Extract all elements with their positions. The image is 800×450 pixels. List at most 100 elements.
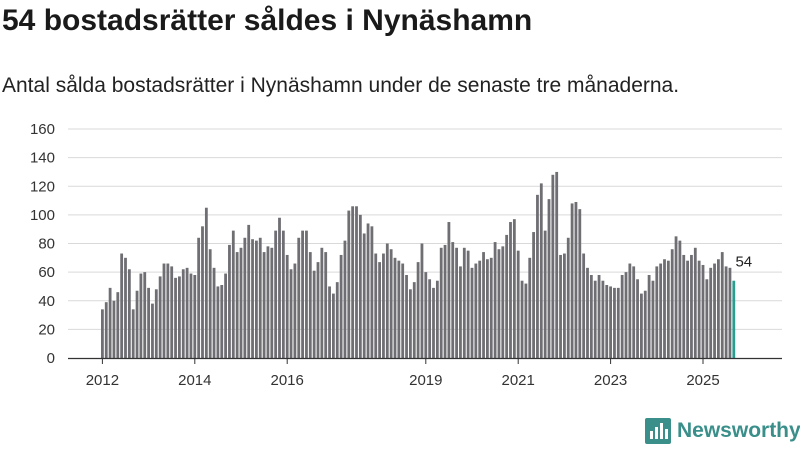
bar bbox=[624, 272, 628, 358]
y-tick-label: 160 bbox=[30, 121, 55, 138]
bar bbox=[547, 199, 551, 358]
bar bbox=[551, 174, 555, 358]
bar bbox=[143, 272, 147, 358]
bar bbox=[193, 274, 197, 358]
bar bbox=[643, 290, 647, 358]
bar bbox=[720, 252, 724, 358]
bar bbox=[439, 247, 443, 358]
bar bbox=[462, 247, 466, 358]
bar bbox=[613, 287, 616, 358]
bar bbox=[512, 219, 516, 358]
bar bbox=[247, 224, 251, 358]
bar bbox=[601, 280, 605, 358]
bar bbox=[301, 230, 304, 358]
bar bbox=[297, 237, 301, 358]
bar bbox=[582, 253, 586, 358]
bar bbox=[451, 242, 455, 358]
y-tick-label: 0 bbox=[47, 350, 55, 367]
bar bbox=[459, 266, 462, 358]
bar bbox=[563, 253, 566, 358]
bar-latest bbox=[732, 280, 736, 358]
bar bbox=[204, 207, 208, 358]
bar bbox=[382, 253, 385, 358]
bar bbox=[201, 226, 204, 358]
bar bbox=[697, 260, 701, 358]
bar bbox=[435, 280, 439, 358]
bar bbox=[339, 254, 343, 358]
bar bbox=[278, 217, 281, 358]
bar bbox=[328, 286, 331, 358]
bar bbox=[636, 279, 639, 358]
bar bbox=[651, 280, 655, 358]
bar bbox=[663, 259, 666, 358]
y-tick-label: 120 bbox=[30, 178, 55, 195]
x-tick-label: 2012 bbox=[86, 372, 119, 389]
bar bbox=[405, 274, 408, 358]
bar bbox=[686, 260, 689, 358]
bar bbox=[293, 263, 297, 358]
bar bbox=[409, 289, 412, 358]
bar bbox=[362, 233, 366, 358]
bar bbox=[401, 263, 405, 358]
bar bbox=[682, 254, 686, 358]
bar bbox=[231, 230, 235, 358]
bar bbox=[428, 279, 432, 358]
bar bbox=[351, 206, 355, 358]
newsworthy-brand: Newsworthy bbox=[645, 418, 800, 444]
bar bbox=[693, 247, 697, 358]
bar bbox=[370, 226, 374, 358]
bar bbox=[528, 257, 532, 358]
bar bbox=[212, 267, 216, 358]
y-tick-label: 60 bbox=[38, 264, 55, 281]
bar bbox=[666, 260, 670, 358]
bar bbox=[701, 264, 705, 358]
bar bbox=[197, 237, 201, 358]
bar bbox=[324, 252, 328, 358]
newsworthy-bar-logo-icon bbox=[645, 418, 671, 444]
bar bbox=[524, 283, 528, 358]
bar bbox=[170, 266, 174, 358]
bar bbox=[189, 273, 193, 358]
bar bbox=[717, 259, 720, 358]
bar bbox=[101, 309, 104, 358]
bar bbox=[262, 252, 266, 358]
bar bbox=[432, 287, 435, 358]
bar bbox=[154, 289, 158, 358]
y-tick-label: 140 bbox=[30, 150, 55, 167]
bar bbox=[728, 267, 732, 358]
bar bbox=[320, 247, 324, 358]
y-tick-label: 100 bbox=[30, 207, 55, 224]
bar bbox=[470, 267, 474, 358]
bar bbox=[536, 194, 539, 358]
bar bbox=[632, 266, 636, 358]
bar bbox=[166, 263, 170, 358]
bar bbox=[670, 249, 674, 358]
bar bbox=[178, 276, 181, 358]
bar bbox=[147, 287, 150, 358]
bar bbox=[474, 263, 478, 358]
bar bbox=[678, 240, 682, 358]
bar bbox=[127, 269, 131, 358]
bar bbox=[486, 259, 489, 358]
bar bbox=[289, 269, 293, 358]
bar bbox=[393, 257, 397, 358]
bar bbox=[220, 285, 224, 358]
bar bbox=[443, 244, 447, 358]
bar bbox=[555, 171, 559, 358]
bar bbox=[589, 274, 593, 358]
bar bbox=[605, 285, 609, 358]
bar bbox=[593, 280, 597, 358]
bar bbox=[705, 279, 709, 358]
bar bbox=[355, 206, 358, 358]
bar bbox=[628, 263, 632, 358]
bar bbox=[112, 300, 116, 358]
bar bbox=[424, 272, 428, 358]
bar bbox=[455, 247, 458, 358]
bar bbox=[416, 262, 420, 358]
bar bbox=[609, 286, 612, 358]
page-subtitle: Antal sålda bostadsrätter i Nynäshamn un… bbox=[2, 74, 680, 97]
bar bbox=[640, 293, 643, 358]
bar bbox=[181, 269, 185, 358]
bar bbox=[489, 257, 493, 358]
